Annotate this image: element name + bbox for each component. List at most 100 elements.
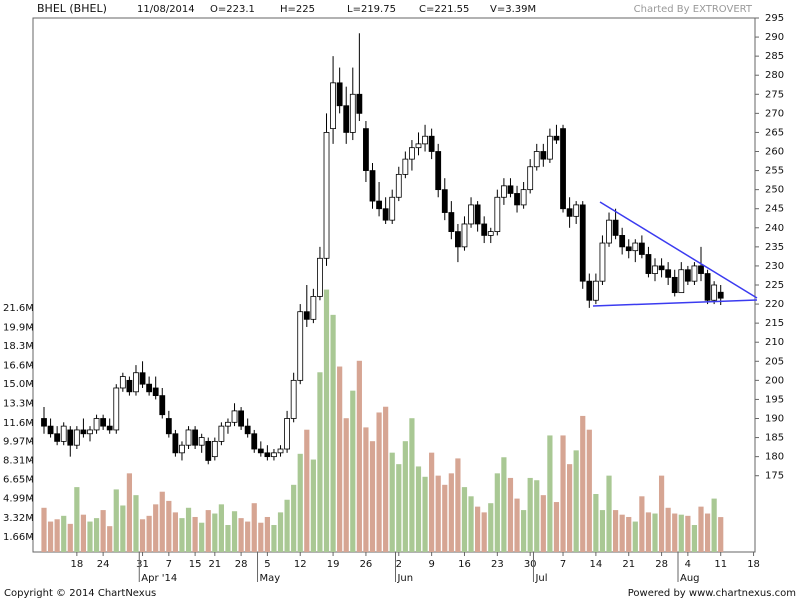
x-tick-label: 14	[590, 559, 603, 570]
volume-bar	[632, 521, 638, 552]
header-open: O=223.1	[210, 4, 255, 15]
x-tick-label: 19	[327, 559, 340, 570]
candle-body	[520, 189, 527, 206]
x-tick-label: 28	[655, 559, 668, 570]
candle-body	[402, 158, 409, 175]
candle-body	[251, 433, 258, 450]
candle-body	[60, 425, 67, 442]
x-tick-label: 12	[294, 559, 307, 570]
volume-bar	[540, 495, 546, 552]
x-tick-label: 4	[685, 559, 691, 570]
candle-body	[468, 204, 474, 225]
x-tick-label: 18	[70, 559, 83, 570]
candle-body	[317, 257, 323, 297]
candle-body	[625, 246, 632, 252]
x-tick-label: 28	[235, 559, 248, 570]
candle-body	[698, 265, 704, 274]
y-tick-label: 240	[765, 223, 784, 234]
candle-body	[573, 204, 580, 217]
x-tick-label: 2	[396, 559, 402, 570]
volume-tick-label: 11.6M	[3, 418, 34, 429]
candle-body	[93, 418, 100, 431]
candle-body	[461, 223, 468, 248]
volume-bar	[251, 503, 257, 552]
volume-bar	[107, 526, 113, 552]
header-date: 11/08/2014	[137, 4, 195, 15]
header-close: C=221.55	[419, 4, 469, 15]
month-label: Aug	[680, 573, 700, 584]
x-tick-label: 16	[458, 559, 471, 570]
volume-bar	[87, 521, 93, 552]
volume-bar	[172, 512, 178, 552]
candle-body	[205, 440, 212, 461]
volume-bar	[455, 458, 461, 552]
y-tick-label: 270	[765, 108, 784, 119]
candle-body	[586, 280, 593, 301]
candle-body	[323, 132, 330, 259]
x-tick-label: 15	[189, 559, 202, 570]
volume-tick-label: 21.6M	[3, 303, 34, 314]
volume-bar	[337, 366, 343, 552]
volume-tick-label: 4.99M	[3, 494, 34, 505]
volume-bar	[422, 476, 428, 552]
candle-body	[218, 425, 225, 442]
volume-bar	[514, 498, 520, 552]
candle-body	[507, 185, 514, 194]
x-tick-label: 31	[136, 559, 149, 570]
trend-line	[592, 299, 758, 307]
candle-body	[376, 200, 382, 210]
volume-bar	[192, 516, 198, 552]
volume-bar	[593, 494, 599, 552]
candle-body	[652, 265, 658, 274]
candle-body	[527, 166, 534, 191]
y-tick-label: 190	[765, 414, 784, 425]
volume-bar	[356, 360, 362, 552]
candle-body	[704, 273, 711, 301]
candle-body	[139, 372, 146, 385]
volume-bar	[521, 510, 527, 552]
volume-bar	[126, 473, 133, 552]
volume-bar	[685, 515, 691, 552]
candle-body	[73, 429, 80, 446]
candle-body	[540, 151, 547, 160]
volume-tick-label: 3.32M	[3, 513, 34, 524]
volume-tick-label: 9.97M	[3, 437, 34, 448]
volume-bar	[586, 429, 592, 552]
month-label: Apr '14	[141, 573, 177, 584]
candle-body	[179, 444, 185, 454]
y-tick-label: 245	[765, 204, 784, 215]
candle-body	[100, 418, 107, 427]
candle-body	[592, 280, 599, 301]
candle-body	[119, 376, 126, 389]
candle-body	[474, 204, 481, 225]
y-tick-label: 260	[765, 147, 784, 158]
candle-body	[133, 372, 139, 393]
candle-body	[356, 93, 363, 114]
volume-bar	[494, 473, 500, 552]
candle-body	[533, 151, 540, 168]
candle-body	[113, 387, 120, 431]
candle-body	[172, 433, 179, 454]
candle-body	[717, 291, 724, 299]
volume-bar	[310, 459, 316, 552]
volume-tick-label: 16.6M	[3, 360, 34, 371]
candle-body	[395, 173, 402, 198]
candle-body	[244, 425, 251, 435]
candle-body	[106, 425, 113, 431]
volume-bar	[507, 477, 514, 552]
candle-body	[560, 128, 566, 210]
chart-title: BHEL (BHEL)	[37, 2, 107, 15]
y-tick-label: 250	[765, 185, 784, 196]
volume-bar	[185, 507, 192, 552]
candle-body	[553, 135, 560, 141]
candle-body	[658, 265, 665, 271]
volume-bar	[547, 435, 553, 552]
candle-body	[225, 421, 231, 427]
volume-bar	[225, 525, 231, 552]
volume-bar	[639, 496, 645, 552]
candle-body	[494, 196, 501, 232]
volume-bar	[711, 498, 717, 552]
chart-credit: Charted By EXTROVERT	[634, 4, 753, 15]
volume-bar	[652, 513, 658, 552]
